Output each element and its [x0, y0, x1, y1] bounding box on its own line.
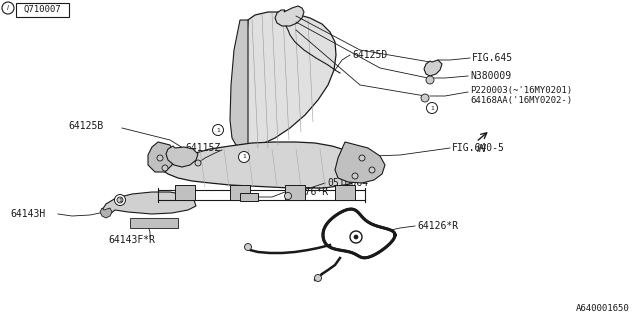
Text: 64126*R: 64126*R: [417, 221, 458, 231]
Bar: [285, 185, 305, 200]
Text: IN: IN: [477, 144, 487, 154]
Polygon shape: [424, 60, 442, 76]
Text: 64125D: 64125D: [352, 50, 387, 60]
Circle shape: [244, 244, 252, 251]
Circle shape: [285, 193, 291, 199]
Text: 64125B: 64125B: [68, 121, 103, 131]
Circle shape: [421, 94, 429, 102]
Circle shape: [157, 155, 163, 161]
Text: 1: 1: [216, 127, 220, 132]
Text: 1: 1: [242, 155, 246, 159]
Text: FIG.645: FIG.645: [472, 53, 513, 63]
Circle shape: [350, 231, 362, 243]
Text: i: i: [7, 5, 9, 11]
Text: 64168AA('16MY0202-): 64168AA('16MY0202-): [470, 95, 572, 105]
Circle shape: [359, 155, 365, 161]
Circle shape: [162, 165, 168, 171]
Circle shape: [352, 173, 358, 179]
Circle shape: [354, 235, 358, 239]
Polygon shape: [130, 218, 178, 228]
Text: 64176*R: 64176*R: [287, 187, 328, 197]
Text: 64143H: 64143H: [10, 209, 45, 219]
Circle shape: [426, 76, 434, 84]
Circle shape: [117, 197, 123, 203]
Polygon shape: [240, 12, 336, 148]
Text: P220003(~'16MY0201): P220003(~'16MY0201): [470, 85, 572, 94]
Polygon shape: [166, 146, 198, 167]
Bar: [240, 193, 258, 201]
Circle shape: [239, 151, 250, 163]
Circle shape: [426, 102, 438, 114]
Circle shape: [115, 195, 125, 205]
Circle shape: [369, 167, 375, 173]
Bar: [230, 185, 250, 200]
Text: N380009: N380009: [470, 71, 511, 81]
Text: Q710007: Q710007: [23, 5, 61, 14]
Text: A △△: A △△: [147, 220, 161, 226]
Text: A640001650: A640001650: [576, 304, 630, 313]
Bar: [175, 185, 195, 200]
Polygon shape: [148, 142, 175, 172]
Polygon shape: [335, 142, 385, 183]
Text: 0510064: 0510064: [327, 178, 368, 188]
Circle shape: [195, 160, 201, 166]
Polygon shape: [230, 20, 248, 148]
Text: 1: 1: [430, 106, 434, 110]
FancyBboxPatch shape: [15, 3, 68, 17]
Text: 64115Z: 64115Z: [185, 143, 220, 153]
Text: 1: 1: [118, 197, 122, 203]
Text: 64143F*R: 64143F*R: [108, 235, 155, 245]
Polygon shape: [102, 192, 196, 216]
Circle shape: [212, 124, 223, 135]
Polygon shape: [160, 142, 365, 188]
Polygon shape: [275, 6, 304, 26]
Circle shape: [314, 275, 321, 282]
Polygon shape: [100, 208, 112, 218]
Text: FIG.640-5: FIG.640-5: [452, 143, 505, 153]
Polygon shape: [323, 209, 395, 258]
Bar: [335, 185, 355, 200]
